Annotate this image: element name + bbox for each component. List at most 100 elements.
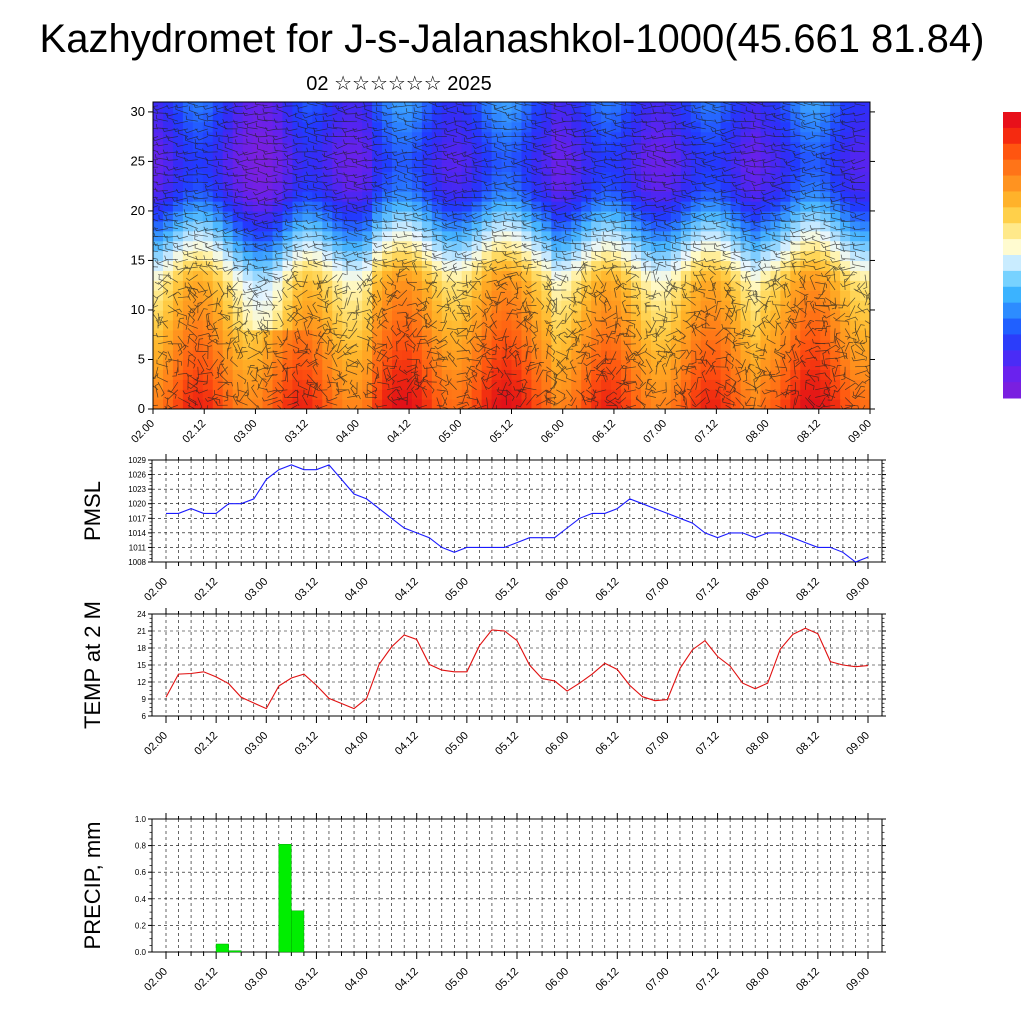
- wind-barb: [575, 334, 584, 344]
- wind-barb: [472, 220, 487, 225]
- wind-barb: [463, 227, 477, 232]
- heatmap-cell: [382, 111, 393, 123]
- wind-barb: [843, 372, 856, 383]
- heatmap-cell: [541, 280, 552, 291]
- wind-barb: [722, 251, 736, 256]
- heatmap-cell: [720, 399, 732, 409]
- heatmap-cell: [272, 151, 284, 163]
- heatmap-cell: [252, 250, 264, 262]
- wind-barb: [854, 232, 865, 237]
- heatmap-cell: [372, 191, 383, 202]
- wind-barb: [461, 193, 477, 199]
- heatmap-cell: [222, 141, 234, 153]
- wind-barb: [382, 243, 398, 250]
- wind-barb: [396, 223, 407, 229]
- wind-barb: [665, 343, 674, 358]
- wind-barb: [751, 219, 766, 224]
- wind-barb: [283, 185, 298, 191]
- wind-barb: [794, 395, 802, 406]
- wind-barb: [592, 197, 607, 202]
- wind-barb: [738, 328, 746, 340]
- wind-barb: [673, 261, 678, 275]
- wind-barb: [286, 260, 298, 268]
- heatmap-cell: [252, 280, 264, 291]
- heatmap-cell: [232, 151, 244, 163]
- heatmap-cell: [182, 102, 194, 113]
- heatmap-cell: [232, 171, 244, 182]
- wind-barb: [355, 159, 368, 168]
- heatmap-cell: [362, 131, 373, 143]
- wind-barb: [827, 276, 836, 291]
- heatmap-cell: [212, 111, 224, 123]
- heatmap-cell: [611, 161, 622, 172]
- heatmap-cell: [810, 349, 821, 361]
- wind-barb: [375, 351, 388, 362]
- wind-barb: [745, 289, 758, 296]
- wind-barb: [236, 178, 248, 184]
- wind-barb: [263, 372, 278, 377]
- heatmap-cell: [332, 121, 343, 133]
- wind-barb: [798, 270, 806, 283]
- wind-barb: [513, 258, 527, 264]
- heatmap-cell: [481, 260, 493, 271]
- wind-barb: [315, 212, 328, 217]
- wind-barb: [347, 395, 361, 400]
- wind-barb: [813, 114, 826, 122]
- heatmap-cell: [471, 329, 483, 341]
- wind-barb: [522, 198, 537, 206]
- heatmap-cell: [362, 250, 373, 262]
- wind-barb: [391, 127, 407, 132]
- wind-barb: [186, 171, 198, 176]
- wind-barb: [764, 149, 776, 154]
- wind-barb: [782, 114, 796, 122]
- wind-barb: [396, 268, 404, 283]
- heatmap-cell: [491, 389, 503, 400]
- heatmap-cell: [680, 220, 692, 232]
- wind-barb: [153, 243, 159, 246]
- wind-barb: [480, 235, 497, 241]
- wind-barb: [781, 258, 796, 265]
- heatmap-cell: [601, 201, 612, 212]
- wind-barb: [623, 211, 637, 216]
- wind-barb: [486, 138, 497, 145]
- heatmap-cell: [770, 121, 781, 133]
- heatmap-cell: [481, 220, 493, 232]
- heatmap-cell: [800, 339, 811, 351]
- heatmap-cell: [601, 300, 612, 311]
- wind-barb: [465, 374, 477, 380]
- wind-barb: [625, 381, 638, 386]
- heatmap-cell: [680, 319, 692, 331]
- heatmap-cell: [720, 191, 732, 202]
- heatmap-cell: [810, 102, 821, 113]
- wind-barb: [665, 260, 676, 268]
- heatmap-cell: [352, 141, 363, 153]
- wind-barb: [725, 137, 736, 145]
- wind-barb: [854, 385, 865, 398]
- heatmap-cell: [730, 111, 742, 123]
- wind-barb: [805, 356, 818, 361]
- heatmap-cell: [591, 181, 602, 192]
- heatmap-cell: [830, 270, 841, 281]
- wind-barb: [326, 123, 338, 130]
- wind-barb: [675, 364, 687, 375]
- heatmap-cell: [800, 389, 811, 400]
- heatmap-cell: [421, 181, 433, 192]
- heatmap-cell: [471, 141, 483, 153]
- heatmap-cell: [571, 280, 582, 291]
- wind-barb: [195, 261, 208, 268]
- wind-barb: [353, 174, 368, 179]
- wind-barb: [456, 335, 468, 340]
- wind-barb: [256, 177, 268, 183]
- wind-barb: [212, 394, 218, 406]
- wind-barb: [205, 200, 218, 206]
- wind-barb: [472, 143, 487, 150]
- heatmap-cell: [720, 220, 732, 232]
- wind-barb: [414, 262, 427, 268]
- wind-barb: [387, 394, 398, 406]
- wind-barb: [225, 165, 238, 171]
- heatmap-cell: [411, 171, 423, 182]
- heatmap-cell: [571, 369, 582, 380]
- heatmap-cell: [860, 250, 870, 262]
- heatmap-cell: [421, 389, 433, 400]
- wind-barb: [282, 328, 288, 341]
